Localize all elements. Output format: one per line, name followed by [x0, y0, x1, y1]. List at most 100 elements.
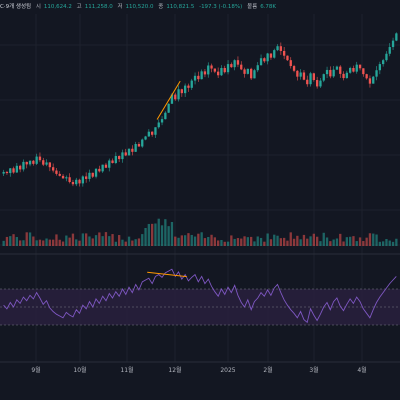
candle-body [378, 64, 382, 71]
candle-body [223, 68, 226, 73]
candle-body [256, 65, 259, 71]
volume-bar [352, 236, 355, 246]
candle-body [101, 164, 104, 172]
candle-body [200, 71, 203, 80]
candle-body [144, 136, 147, 140]
candle-body [315, 80, 319, 87]
candle-body [124, 152, 127, 156]
candle-body [108, 160, 111, 168]
volume-bar [68, 237, 71, 246]
volume-bar [114, 241, 118, 246]
volume-bar [127, 236, 131, 246]
candle-body [5, 171, 9, 174]
volume-bar [78, 240, 81, 246]
volume-bar [319, 241, 322, 246]
high-label: 고 [76, 4, 82, 10]
x-tick-label: 9월 [31, 366, 40, 374]
candle-body [312, 73, 316, 81]
candle-body [177, 89, 180, 100]
candle-body [299, 72, 302, 77]
volume-bar [207, 236, 210, 246]
volume-bar [299, 239, 302, 246]
volume-bar [111, 234, 114, 246]
candle-body [213, 68, 217, 72]
candle-body [180, 89, 184, 94]
volume-bar [358, 237, 362, 246]
x-tick-label: 4월 [357, 366, 366, 374]
candle-body [51, 167, 55, 171]
volume-bar [249, 236, 253, 246]
open-label: 시 [35, 4, 41, 10]
candle-body [157, 122, 160, 128]
volume-bar [65, 235, 68, 246]
x-tick-label: 2025 [220, 367, 235, 374]
candle-body [368, 78, 372, 84]
x-tick-label: 12월 [168, 366, 181, 374]
volume-bar [315, 236, 319, 246]
candle-body [183, 85, 187, 94]
low-label: 저 [117, 4, 123, 10]
candle-body [259, 58, 263, 66]
candle-body [38, 156, 42, 161]
candle-body [58, 173, 61, 176]
volume-bar [25, 232, 28, 246]
volume-bar [388, 240, 391, 246]
x-tick-label: 3월 [309, 366, 318, 374]
candle-body [127, 148, 131, 156]
candle-body [329, 69, 332, 77]
volume-bar [246, 237, 250, 246]
volume-bar [124, 241, 127, 246]
rsi-trendline [147, 271, 187, 278]
volume-bar [170, 221, 174, 246]
volume-bar [190, 234, 193, 246]
volume-bar [48, 239, 52, 246]
volume-bar [203, 238, 207, 246]
volume-bar [137, 238, 141, 246]
candle-body [91, 172, 94, 177]
volume-bar [193, 236, 197, 246]
volume-bar [141, 234, 144, 246]
volume-bar [302, 234, 306, 246]
volume-bar [355, 241, 358, 246]
candle-body [362, 68, 365, 75]
volume-bar [243, 236, 246, 246]
candle-body [339, 66, 342, 74]
candle-body [355, 64, 358, 72]
candle-body [358, 64, 362, 69]
candle-body [372, 76, 375, 84]
candle-body [306, 79, 309, 85]
volume-bar [395, 238, 398, 246]
candle-body [45, 162, 48, 165]
volume-bar [309, 236, 312, 246]
volume-bar [61, 241, 65, 246]
candle-body [375, 70, 378, 77]
volume-bar [266, 233, 269, 246]
candle-body [114, 156, 118, 163]
volume-bar [117, 235, 121, 246]
candle-body [246, 68, 250, 74]
volume-bar [256, 236, 259, 246]
candle-body [147, 131, 151, 137]
candle-body [150, 131, 154, 135]
volume-bar [160, 225, 164, 246]
volume-bar [28, 232, 32, 246]
candle-body [9, 168, 12, 174]
candle-body [111, 160, 114, 163]
candle-body [141, 139, 144, 147]
change-value: -197.3 (-0.18%) [199, 4, 243, 10]
volume-bar [35, 240, 38, 246]
candle-body [286, 55, 289, 61]
volume-bar [286, 240, 289, 246]
candle-body [84, 176, 88, 179]
candle-body [15, 165, 19, 173]
volume-bar [88, 236, 91, 246]
volume-bar [157, 218, 160, 246]
volume-bar [335, 238, 339, 246]
rsi-line [3, 268, 397, 324]
volume-bar [368, 233, 372, 246]
candle-body [207, 65, 210, 75]
volume-bar [240, 238, 243, 246]
candle-body [335, 66, 339, 70]
